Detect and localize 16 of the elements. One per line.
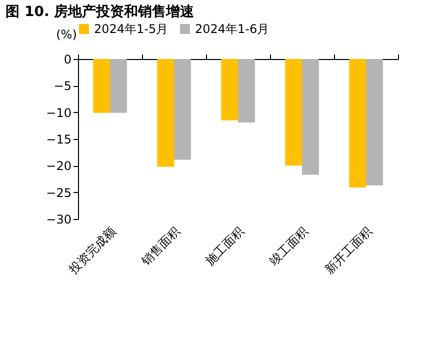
x-tick-label: 新开工面积	[322, 224, 374, 276]
x-tick-label: 销售面积	[138, 224, 182, 269]
legend-label: 2024年1-5月	[94, 22, 168, 36]
legend-label: 2024年1-6月	[195, 22, 270, 36]
y-tick-label: −10	[46, 106, 72, 120]
x-tick-label: 投资完成额	[65, 224, 118, 278]
x-tick-label: 竣工面积	[266, 224, 310, 268]
y-tick-label: −30	[46, 212, 72, 226]
y-axis-title: (%)	[56, 28, 77, 42]
x-tick-label: 施工面积	[202, 224, 246, 268]
chart-title: 图 10. 房地产投资和销售增速	[6, 3, 196, 20]
y-tick-label: 0	[64, 52, 72, 66]
y-tick-label: −25	[46, 186, 72, 200]
y-tick-label: −15	[46, 132, 72, 146]
y-tick-label: −5	[54, 79, 72, 94]
y-tick-label: −20	[46, 159, 72, 174]
